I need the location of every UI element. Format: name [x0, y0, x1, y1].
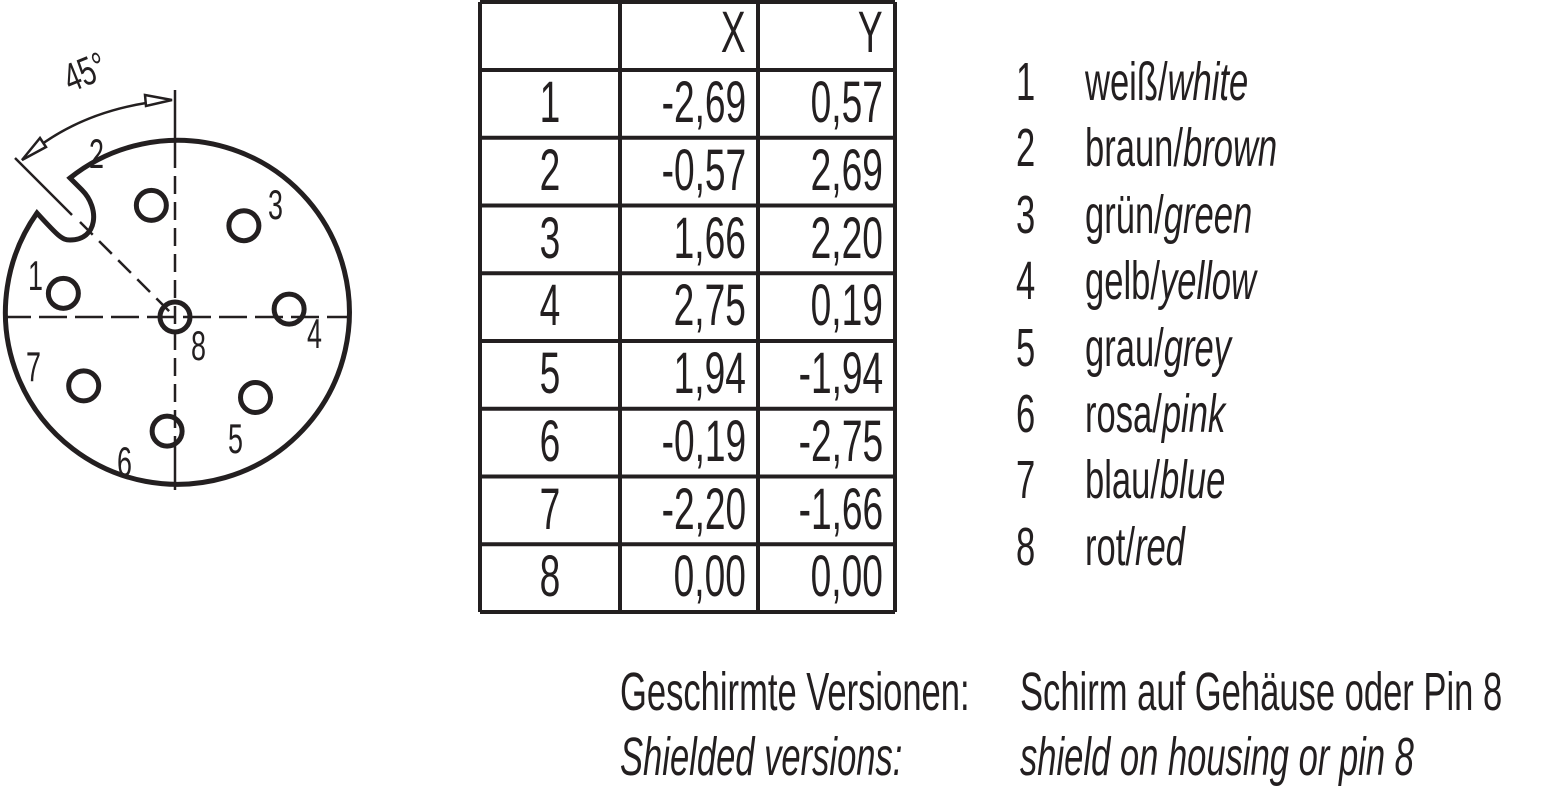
connector-outline: [2, 137, 352, 487]
legend-pin-number: 1: [1016, 52, 1036, 112]
table-pin-cell: 1: [539, 70, 561, 135]
pin-number-label: 7: [25, 342, 41, 390]
legend-separator: /: [1150, 251, 1160, 312]
legend-separator: /: [1152, 384, 1162, 444]
table-pin-cell: 4: [539, 273, 561, 339]
arrow-head-left: [21, 135, 48, 162]
table-x-cell: 2,75: [673, 273, 746, 339]
legend-color-item: weiß/white: [1085, 55, 1248, 109]
legend-color-item: grau/grey: [1085, 321, 1231, 375]
legend-color-german: grau: [1085, 317, 1155, 378]
legend-separator: /: [1125, 516, 1135, 577]
legend-pin-number: 5: [1016, 317, 1036, 378]
table-x-cell: -0,57: [661, 137, 746, 203]
pin-4-contact: [271, 291, 307, 327]
pin-number-label: 5: [227, 414, 243, 462]
table-pin-cell: 8: [539, 544, 561, 610]
legend-color-item: gelb/yellow: [1085, 254, 1256, 308]
legend-color-english: pink: [1161, 384, 1226, 444]
pin-number-label: 8: [191, 322, 206, 369]
legend-color-item: grün/green: [1085, 188, 1252, 242]
table-pin-cell: 3: [539, 205, 561, 271]
table-y-cell: 2,20: [810, 205, 883, 271]
table-y-cell: -1,94: [798, 341, 883, 406]
legend-separator: /: [1173, 118, 1184, 179]
legend-color-english: green: [1163, 184, 1253, 245]
pin-number-label: 3: [267, 180, 283, 228]
legend-color-english: grey: [1163, 317, 1232, 378]
legend-pin-number: 8: [1016, 516, 1036, 577]
pin-number-label: 2: [89, 130, 105, 178]
legend-pin-number: 2: [1016, 118, 1036, 179]
table-y-cell: 0,00: [810, 544, 883, 610]
legend-pin-number: 3: [1016, 184, 1036, 245]
legend-separator: /: [1150, 450, 1160, 511]
table-pin-cell: 7: [539, 476, 561, 542]
note-german-label: Geschirmte Versionen:: [620, 662, 970, 722]
table-x-cell: 0,00: [673, 544, 746, 610]
legend-color-german: grün: [1085, 184, 1155, 245]
pin-5-contact: [238, 380, 274, 416]
note-english-text: shield on housing or pin 8: [1020, 727, 1414, 787]
pin-number-label: 1: [28, 252, 44, 300]
table-pin-cell: 5: [539, 341, 561, 406]
legend-color-item: braun/brown: [1085, 121, 1277, 175]
legend-color-german: weiß: [1085, 52, 1158, 112]
legend-color-item: rosa/pink: [1085, 387, 1225, 441]
legend-pin-number: 4: [1016, 251, 1036, 312]
note-german-text: Schirm auf Gehäuse oder Pin 8: [1020, 662, 1503, 722]
legend-pin-number: 6: [1016, 384, 1036, 444]
legend-color-english: brown: [1183, 118, 1278, 179]
pin-7-contact: [66, 368, 102, 404]
legend-separator: /: [1157, 52, 1168, 112]
table-header-x: X: [721, 0, 746, 65]
legend-color-item: rot/red: [1085, 520, 1185, 574]
legend-color-english: blue: [1159, 450, 1226, 511]
arrow-head-right: [143, 93, 173, 108]
legend-color-english: yellow: [1159, 251, 1256, 312]
table-x-cell: -2,69: [661, 70, 746, 135]
pin-2-contact: [133, 187, 169, 223]
legend-color-german: blau: [1085, 450, 1151, 511]
table-y-cell: -2,75: [798, 408, 883, 474]
table-pin-cell: 2: [539, 137, 561, 203]
table-x-cell: 1,66: [673, 205, 746, 271]
key-axis-dashed: [79, 221, 176, 318]
table-y-cell: 0,19: [810, 273, 883, 339]
table-y-cell: 0,57: [810, 70, 883, 135]
legend-color-german: rosa: [1085, 384, 1153, 444]
table-x-cell: -0,19: [661, 408, 746, 474]
legend-separator: /: [1154, 317, 1164, 378]
note-english-label: Shielded versions:: [620, 727, 903, 787]
legend-pin-number: 7: [1016, 450, 1036, 511]
pin-number-label: 4: [307, 310, 323, 358]
pin-6-contact: [149, 413, 185, 449]
table-header-y: Y: [858, 0, 883, 65]
pin-number-label: 6: [117, 438, 133, 486]
pin-8-contact: [157, 299, 193, 335]
legend-color-german: rot: [1085, 516, 1126, 577]
key-axis-solid: [14, 157, 73, 216]
legend-separator: /: [1154, 184, 1164, 245]
pin-3-contact: [226, 208, 262, 244]
legend-color-german: gelb: [1085, 251, 1151, 312]
legend-color-german: braun: [1085, 118, 1174, 179]
table-pin-cell: 6: [539, 408, 561, 474]
legend-color-english: white: [1167, 52, 1249, 112]
table-y-cell: 2,69: [810, 137, 883, 203]
legend-color-item: blau/blue: [1085, 453, 1225, 507]
table-y-cell: -1,66: [798, 476, 883, 542]
table-x-cell: -2,20: [661, 476, 746, 542]
legend-color-english: red: [1134, 516, 1185, 577]
pin-1-contact: [45, 275, 81, 311]
table-x-cell: 1,94: [673, 341, 746, 406]
